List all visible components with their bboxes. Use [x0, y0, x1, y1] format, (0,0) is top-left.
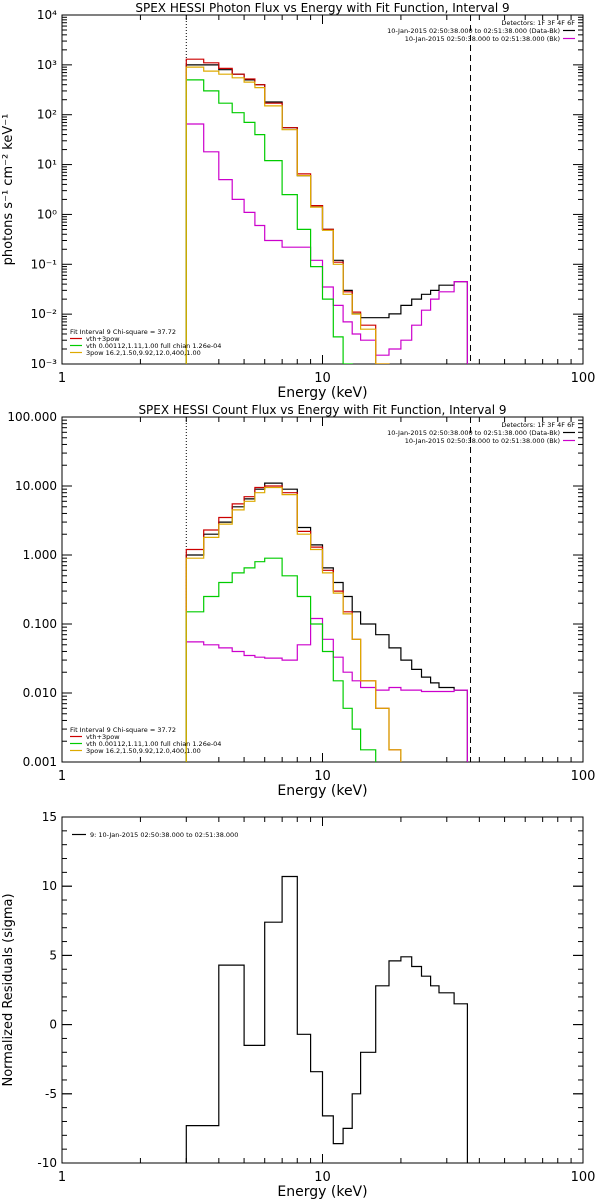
x-tick-label: 100	[571, 371, 596, 386]
y-tick-label: 0	[49, 1018, 57, 1032]
x-tick-label: 10	[314, 1170, 331, 1185]
chart-title: SPEX HESSI Photon Flux vs Energy with Fi…	[135, 1, 509, 15]
y-tick-label: 10²	[37, 108, 57, 122]
legend-label: 3pow 16.2,1.50,9.92,12.0,400,1.00	[86, 747, 201, 755]
chart-title: SPEX HESSI Count Flux vs Energy with Fit…	[138, 403, 506, 417]
x-axis-label: Energy (keV)	[277, 1184, 367, 1200]
y-tick-label: 10¹	[37, 158, 57, 172]
x-tick-label: 1	[58, 1170, 66, 1185]
x-tick-label: 1	[58, 371, 66, 386]
x-axis-label: Energy (keV)	[277, 385, 367, 401]
y-tick-label: 10⁰	[37, 207, 57, 221]
plot-frame	[61, 416, 584, 763]
y-tick-label: 10⁻²	[31, 307, 58, 321]
series-line-vth	[185, 557, 377, 762]
x-tick-label: 10	[314, 769, 331, 784]
x-axis-label: Energy (keV)	[277, 783, 367, 799]
chart-panel-2: 1 10 100 0.001 0.010 0.100 1.000 10.000 100.000 S…	[7, 403, 596, 799]
legend-label: 10-Jan-2015 02:50:38.000 to 02:51:38.000…	[387, 27, 560, 35]
y-tick-label: 15	[42, 810, 57, 824]
y-tick-label: 5	[49, 948, 57, 962]
series-line-vth	[185, 79, 353, 364]
legend-label: Fit Interval 9 Chi-square = 37.72	[70, 726, 176, 734]
legend-label: vth 0.00112,1.11,1.00 full chian 1.26e-0…	[86, 740, 221, 748]
legend-label: 10-Jan-2015 02:50:38.000 to 02:51:38.000…	[405, 35, 560, 43]
series-line-bk	[185, 617, 468, 762]
series-group	[185, 58, 468, 364]
series-line-data-bk	[185, 64, 468, 364]
legend-label: vth+3pow	[86, 335, 120, 343]
series-group	[185, 482, 468, 762]
y-tick-label: 10⁻³	[31, 357, 58, 371]
y-tick-label: 0.001	[23, 755, 57, 769]
y-tick-label: -5	[45, 1087, 57, 1101]
x-tick-label: 100	[571, 1170, 596, 1185]
series-line-3pow	[185, 66, 390, 364]
legend-label: vth+3pow	[86, 733, 120, 741]
y-tick-label: 10	[42, 879, 57, 893]
legend-label: 9: 10-Jan-2015 02:50:38.000 to 02:51:38.…	[90, 831, 238, 839]
y-tick-label: 1.000	[23, 548, 57, 562]
y-axis-label: photons s⁻¹ cm⁻² keV⁻¹	[1, 114, 16, 266]
series-group	[185, 875, 468, 1163]
y-tick-label: 10.000	[15, 479, 57, 493]
y-tick-label: 0.100	[23, 617, 57, 631]
series-line-3pow	[185, 486, 402, 762]
legend-label: Fit Interval 9 Chi-square = 37.72	[70, 328, 176, 336]
chart-panel-1: 1 10 100 10⁻³ 10⁻² 10⁻¹ 10⁰ 10¹ 10² 10³ 10⁴ SPEX HE…	[1, 1, 596, 401]
legend-label: 10-Jan-2015 02:50:38.000 to 02:51:38.000…	[387, 429, 560, 437]
legend-label: 3pow 16.2,1.50,9.92,12.0,400,1.00	[86, 349, 201, 357]
y-tick-label: 10⁴	[37, 8, 57, 22]
y-axis-label: Normalized Residuals (sigma)	[1, 893, 16, 1086]
x-tick-label: 1	[58, 769, 66, 784]
legend-label: Detectors: 1F 3F 4F 6F	[501, 421, 575, 429]
series-line-bk	[185, 123, 468, 364]
chart-panel-3: 1 10 100 -10 -5 0 5 10 15 Energy (keV) Normalized …	[1, 810, 595, 1200]
series-line-vth-3pow	[185, 58, 390, 364]
y-tick-label: 10³	[37, 58, 57, 72]
series-line-data-bk	[185, 482, 468, 762]
plot-frame	[61, 14, 584, 365]
y-tick-label: -10	[37, 1156, 57, 1170]
legend-label: Detectors: 1F 3F 4F 6F	[501, 19, 575, 27]
series-line-residuals	[185, 875, 468, 1163]
x-tick-label: 10	[314, 371, 331, 386]
legend-label: vth 0.00112,1.11,1.00 full chian 1.26e-0…	[86, 342, 221, 350]
y-tick-label: 0.010	[23, 686, 57, 700]
legend-label: 10-Jan-2015 02:50:38.000 to 02:51:38.000…	[405, 437, 560, 445]
y-tick-label: 100.000	[7, 410, 57, 424]
y-tick-label: 10⁻¹	[31, 257, 58, 271]
x-tick-label: 100	[571, 769, 596, 784]
